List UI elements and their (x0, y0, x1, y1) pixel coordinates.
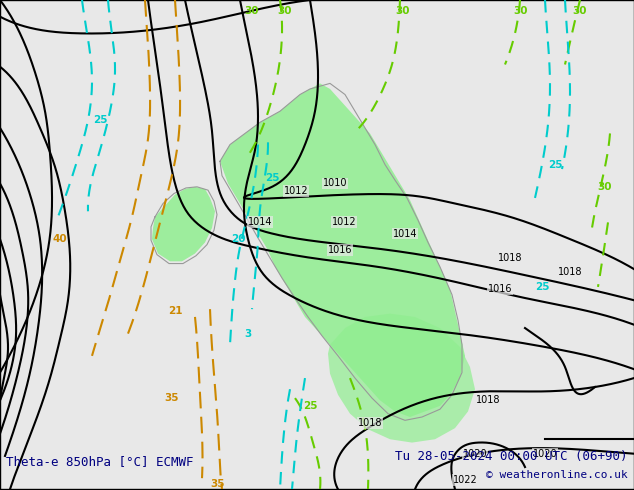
Text: 35: 35 (210, 479, 225, 489)
Text: 25: 25 (93, 115, 107, 125)
Text: 30: 30 (598, 182, 612, 192)
Text: 1018: 1018 (558, 268, 582, 277)
Text: 1022: 1022 (453, 475, 477, 486)
Text: © weatheronline.co.uk: © weatheronline.co.uk (486, 470, 628, 480)
Text: Theta-e 850hPa [°C] ECMWF: Theta-e 850hPa [°C] ECMWF (6, 455, 194, 468)
Text: 1012: 1012 (332, 218, 356, 227)
Text: 1010: 1010 (323, 178, 347, 189)
Text: 1014: 1014 (392, 228, 417, 239)
Text: 1018: 1018 (498, 253, 522, 263)
Text: 1020: 1020 (463, 449, 488, 459)
Text: 30: 30 (245, 6, 259, 16)
Polygon shape (328, 314, 475, 442)
Text: 1012: 1012 (283, 186, 308, 196)
Text: 35: 35 (165, 393, 179, 403)
Text: 3: 3 (244, 329, 252, 339)
Text: 25: 25 (534, 282, 549, 292)
Text: 21: 21 (168, 306, 182, 317)
Text: 1018: 1018 (358, 417, 382, 428)
Text: 1016: 1016 (328, 245, 353, 255)
Text: 20: 20 (231, 234, 245, 244)
Text: Tu 28-05-2024 00:00 UTC (06+90): Tu 28-05-2024 00:00 UTC (06+90) (395, 450, 628, 463)
Text: 30: 30 (514, 6, 528, 16)
Text: 1018: 1018 (476, 395, 500, 405)
Text: 1020: 1020 (533, 449, 557, 459)
Text: 30: 30 (396, 6, 410, 16)
Text: 25: 25 (265, 173, 279, 183)
Text: 1014: 1014 (248, 218, 272, 227)
Text: 30: 30 (573, 6, 587, 16)
Text: 25: 25 (303, 401, 317, 411)
Text: 40: 40 (53, 234, 67, 244)
Text: 25: 25 (548, 160, 562, 170)
Text: 1016: 1016 (488, 284, 512, 294)
Polygon shape (152, 187, 215, 261)
Polygon shape (220, 83, 465, 417)
Text: 30: 30 (278, 6, 292, 16)
